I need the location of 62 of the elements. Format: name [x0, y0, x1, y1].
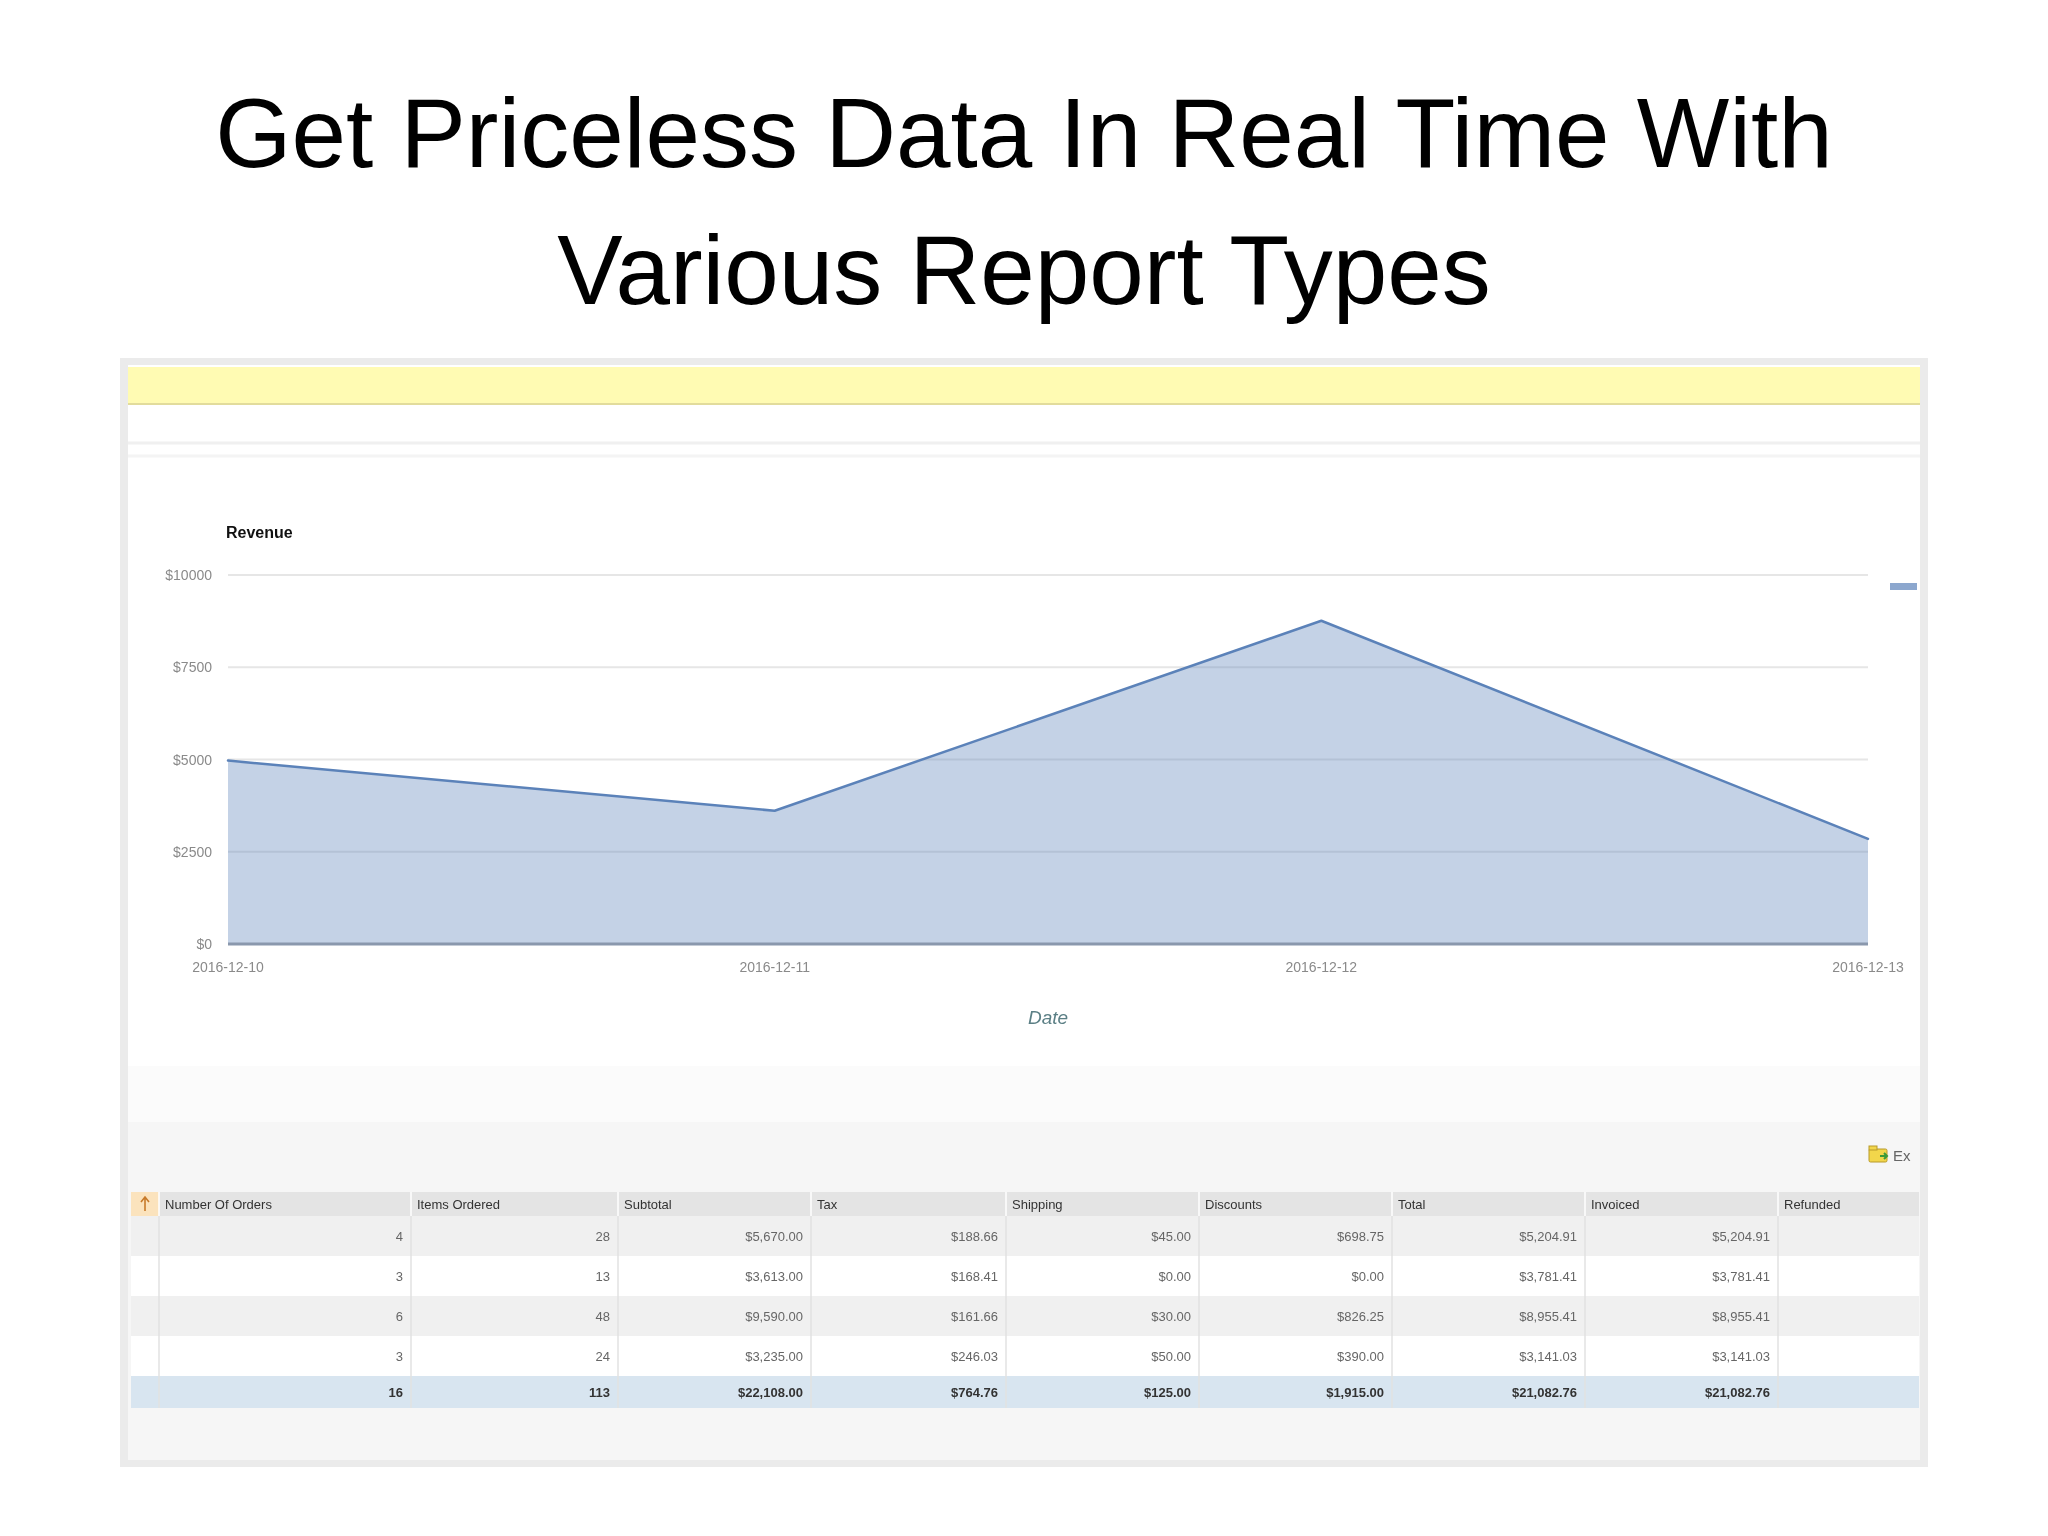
- category-label: Total: [1398, 1197, 1426, 1212]
- text: 28: [595, 1229, 610, 1244]
- y-tick-label: $5000: [173, 751, 213, 768]
- text: $3,781.41: [1519, 1269, 1577, 1284]
- text: $246.03: [951, 1349, 998, 1364]
- y-tick-label: $10000: [165, 567, 213, 583]
- x-tick-label: 2016-12-13: [1832, 959, 1905, 975]
- text: $0.00: [1351, 1269, 1384, 1284]
- x-tick-label: 2016-12-10: [192, 959, 265, 975]
- text: $8,955.41: [1712, 1309, 1770, 1324]
- text: 6: [395, 1309, 403, 1324]
- text: $826.25: [1337, 1309, 1384, 1324]
- text: $125.00: [1144, 1385, 1191, 1400]
- text: $3,613.00: [745, 1269, 803, 1284]
- text: $5,204.91: [1519, 1229, 1577, 1244]
- chart-title: Get Priceless Data In Real Time With Various Report Types: [215, 78, 1833, 325]
- category-label: Refunded: [1784, 1197, 1841, 1212]
- text: $698.75: [1337, 1229, 1384, 1244]
- category-label: Tax: [817, 1197, 838, 1212]
- text: $3,235.00: [745, 1349, 803, 1364]
- text: $168.41: [951, 1269, 998, 1284]
- y-tick-label: $0: [196, 936, 213, 952]
- text: $21,082.76: [1704, 1385, 1770, 1400]
- text: $8,955.41: [1519, 1309, 1577, 1324]
- text: $3,141.03: [1712, 1349, 1770, 1364]
- text: 48: [595, 1309, 610, 1324]
- category-label: Shipping: [1012, 1197, 1063, 1212]
- text: $50.00: [1151, 1349, 1191, 1364]
- category-label: Items Ordered: [417, 1197, 501, 1212]
- text: 3: [395, 1349, 403, 1364]
- text: $764.76: [951, 1385, 998, 1400]
- text: $5,670.00: [745, 1229, 803, 1244]
- text: $22,108.00: [737, 1385, 803, 1400]
- text: 24: [595, 1349, 610, 1364]
- text: $161.66: [951, 1309, 998, 1324]
- category-label: Discounts: [1205, 1197, 1263, 1212]
- y-tick-label: $7500: [173, 659, 213, 676]
- text: $3,141.03: [1519, 1349, 1577, 1364]
- text: $5,204.91: [1712, 1229, 1770, 1244]
- category-label: Invoiced: [1591, 1197, 1640, 1212]
- text: 16: [388, 1385, 403, 1400]
- text: 113: [589, 1385, 610, 1400]
- chart-subtitle: Revenue: [226, 524, 293, 541]
- category-label: Number Of Orders: [165, 1197, 273, 1212]
- text: 3: [395, 1269, 403, 1284]
- text: $1,915.00: [1326, 1385, 1384, 1400]
- x-tick-label: 2016-12-11: [739, 959, 811, 975]
- text: 13: [595, 1269, 610, 1284]
- text: $390.00: [1337, 1349, 1384, 1364]
- text: $3,781.41: [1712, 1269, 1770, 1284]
- category-label: Subtotal: [624, 1197, 672, 1212]
- text: $30.00: [1151, 1309, 1191, 1324]
- text: Ex: [1893, 1147, 1911, 1164]
- text: $21,082.76: [1511, 1385, 1577, 1400]
- x-tick-label: 2016-12-12: [1285, 959, 1358, 975]
- text: 4: [395, 1229, 403, 1244]
- text: $188.66: [951, 1229, 998, 1244]
- text: $0.00: [1158, 1269, 1191, 1284]
- x-axis-title: Date: [1027, 1007, 1069, 1028]
- text: $45.00: [1151, 1229, 1191, 1244]
- text: $9,590.00: [745, 1309, 803, 1324]
- y-tick-label: $2500: [173, 843, 213, 860]
